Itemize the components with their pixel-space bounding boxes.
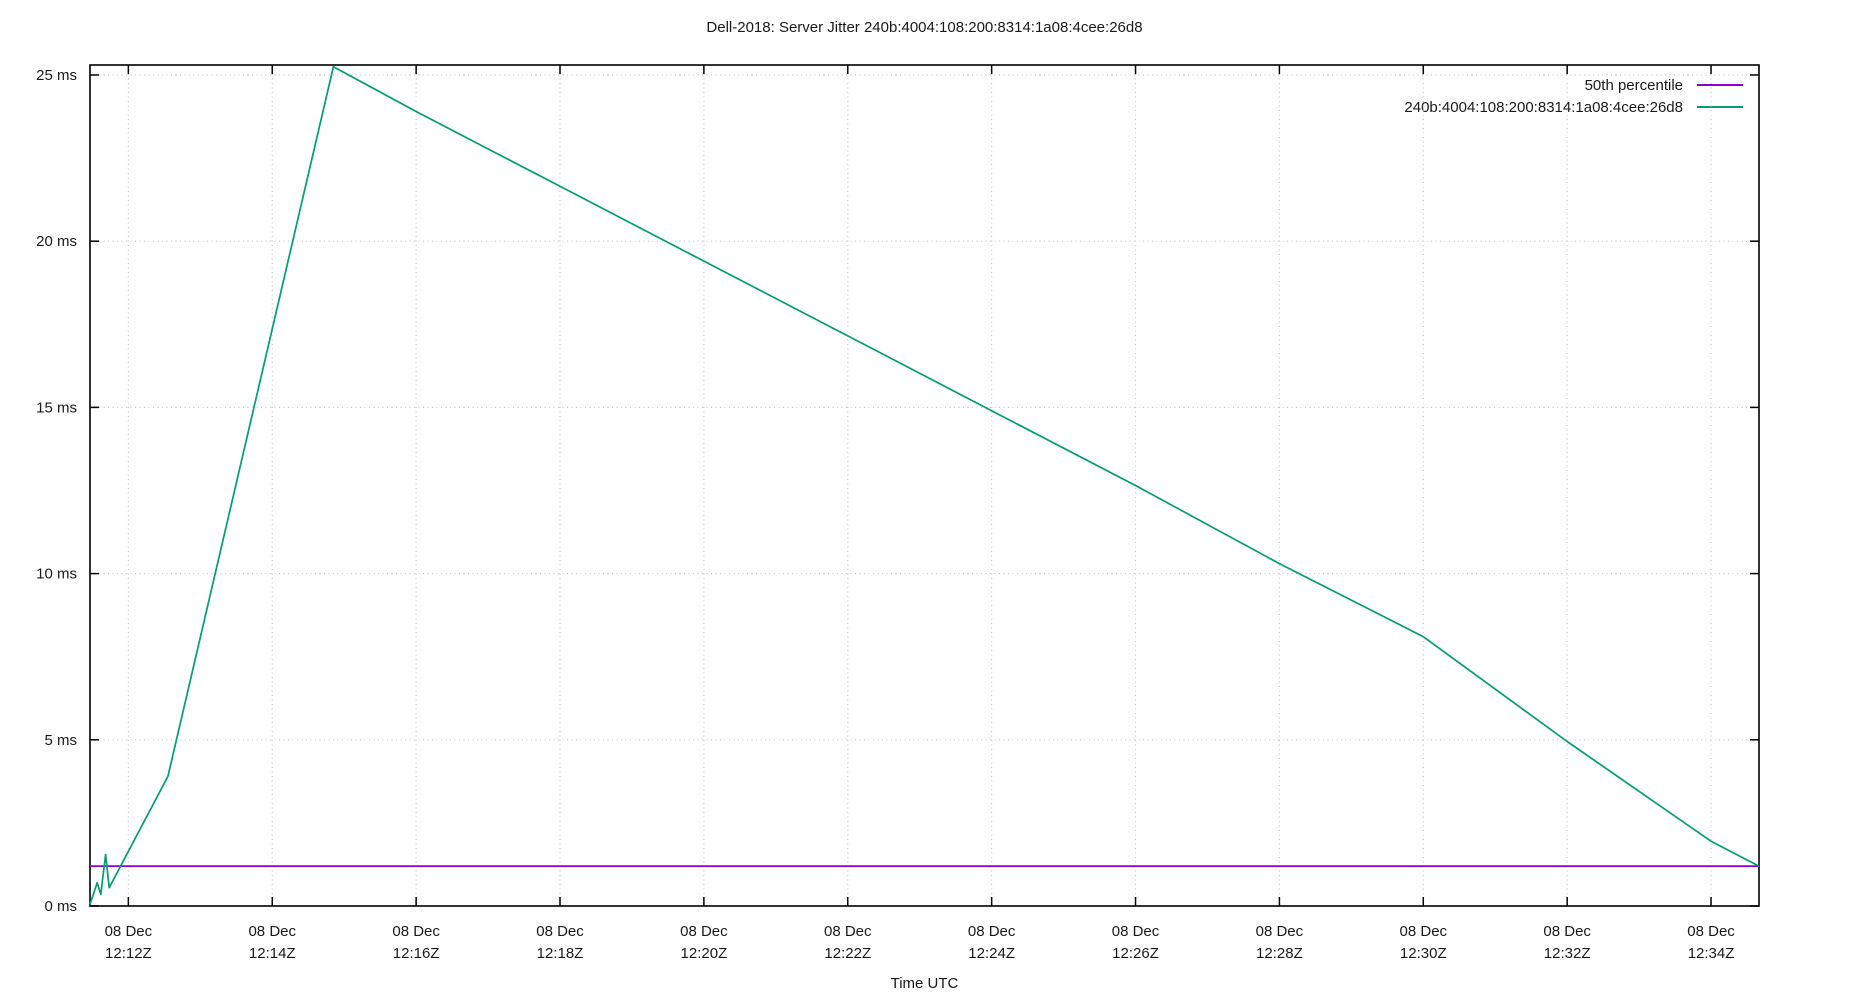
svg-text:12:34Z: 12:34Z — [1688, 945, 1735, 962]
svg-text:12:30Z: 12:30Z — [1400, 945, 1447, 962]
svg-text:08 Dec: 08 Dec — [536, 923, 584, 940]
legend-label-percentile: 50th percentile — [1584, 76, 1683, 94]
svg-text:12:14Z: 12:14Z — [249, 945, 296, 962]
svg-text:12:24Z: 12:24Z — [968, 945, 1015, 962]
svg-text:08 Dec: 08 Dec — [248, 923, 296, 940]
plot-border — [89, 64, 1760, 907]
grid-lines — [90, 65, 1759, 906]
legend-label-jitter: 240b:4004:108:200:8314:1a08:4cee:26d8 — [1404, 98, 1683, 116]
svg-text:12:12Z: 12:12Z — [105, 945, 152, 962]
svg-text:08 Dec: 08 Dec — [824, 923, 872, 940]
svg-text:12:32Z: 12:32Z — [1544, 945, 1591, 962]
svg-text:12:26Z: 12:26Z — [1112, 945, 1159, 962]
svg-text:12:22Z: 12:22Z — [824, 945, 871, 962]
legend-item-jitter: 240b:4004:108:200:8314:1a08:4cee:26d8 — [1404, 96, 1743, 118]
svg-text:08 Dec: 08 Dec — [1687, 923, 1735, 940]
legend-item-percentile: 50th percentile — [1404, 74, 1743, 96]
series-line-jitter — [89, 65, 1760, 905]
svg-text:12:20Z: 12:20Z — [681, 945, 728, 962]
svg-text:5 ms: 5 ms — [44, 732, 77, 749]
svg-text:08 Dec: 08 Dec — [392, 923, 440, 940]
x-tick-labels: 08 Dec 12:12Z 08 Dec 12:14Z 08 Dec 12:16Z 08 D… — [105, 923, 1736, 962]
svg-text:08 Dec: 08 Dec — [1112, 923, 1160, 940]
svg-text:08 Dec: 08 Dec — [680, 923, 728, 940]
svg-text:20 ms: 20 ms — [36, 233, 77, 250]
axis-ticks — [90, 65, 1759, 907]
svg-text:0 ms: 0 ms — [44, 898, 77, 915]
svg-text:12:28Z: 12:28Z — [1256, 945, 1303, 962]
svg-text:08 Dec: 08 Dec — [105, 923, 153, 940]
legend-line-sample-percentile — [1697, 84, 1743, 86]
y-tick-labels: 0 ms 5 ms 10 ms 15 ms 20 ms 25 ms — [36, 67, 77, 915]
svg-text:08 Dec: 08 Dec — [1543, 923, 1591, 940]
svg-text:08 Dec: 08 Dec — [1256, 923, 1304, 940]
legend: 50th percentile 240b:4004:108:200:8314:1… — [1404, 74, 1743, 118]
svg-text:12:16Z: 12:16Z — [393, 945, 440, 962]
svg-text:15 ms: 15 ms — [36, 399, 77, 416]
svg-text:08 Dec: 08 Dec — [1400, 923, 1448, 940]
svg-text:12:18Z: 12:18Z — [537, 945, 584, 962]
legend-line-sample-jitter — [1697, 106, 1743, 108]
svg-text:25 ms: 25 ms — [36, 67, 77, 84]
svg-text:10 ms: 10 ms — [36, 566, 77, 583]
x-axis-title: Time UTC — [890, 975, 959, 992]
svg-text:08 Dec: 08 Dec — [968, 923, 1016, 940]
chart-title: Dell-2018: Server Jitter 240b:4004:108:2… — [706, 19, 1143, 36]
